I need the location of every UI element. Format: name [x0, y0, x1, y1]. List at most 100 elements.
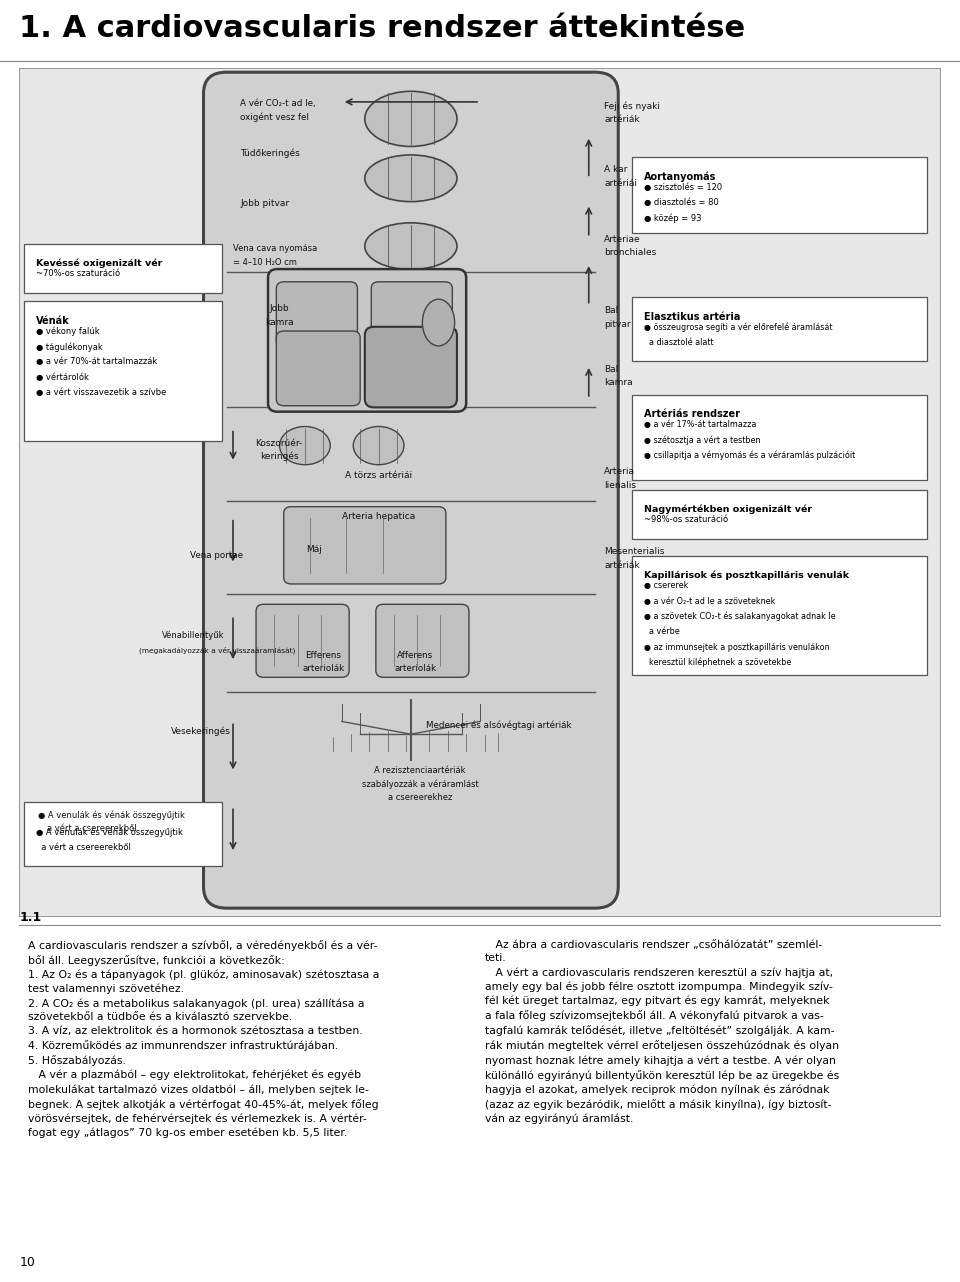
Text: ● vértárolók: ● vértárolók [36, 373, 88, 382]
Text: a csereerekhez: a csereerekhez [388, 794, 452, 803]
Text: artériái: artériái [605, 179, 637, 188]
FancyBboxPatch shape [276, 282, 357, 347]
Text: A törzs artériái: A törzs artériái [345, 470, 412, 479]
Text: Arteriae: Arteriae [605, 235, 641, 244]
Text: ● diasztolés = 80: ● diasztolés = 80 [644, 197, 719, 206]
Text: Medencei és alsóvégtagi artériák: Medencei és alsóvégtagi artériák [425, 720, 571, 731]
Text: a diasztolé alatt: a diasztolé alatt [644, 338, 713, 347]
Text: ● összeugrosa segíti a vér előrefelé áramlását: ● összeugrosa segíti a vér előrefelé ára… [644, 323, 832, 332]
Text: Aortanyomás: Aortanyomás [644, 172, 716, 182]
Text: a vérbe: a vérbe [644, 627, 680, 636]
Text: kamra: kamra [265, 318, 294, 327]
Text: Máj: Máj [306, 546, 322, 555]
Text: ● a vér O₂-t ad le a szöveteknek: ● a vér O₂-t ad le a szöveteknek [644, 596, 776, 605]
FancyBboxPatch shape [632, 158, 927, 233]
Text: A cardiovascularis rendszer a szívből, a véredényekből és a vér-
ből áll. Leegys: A cardiovascularis rendszer a szívből, a… [29, 940, 380, 1138]
Text: Elasztikus artéria: Elasztikus artéria [644, 312, 740, 322]
Text: Mesenterialis: Mesenterialis [605, 547, 664, 556]
Text: ● a vért visszavezetik a szívbe: ● a vért visszavezetik a szívbe [36, 388, 166, 397]
FancyBboxPatch shape [372, 282, 452, 347]
Text: kamra: kamra [605, 378, 633, 387]
Text: artériák: artériák [605, 115, 640, 124]
Text: ● az immunsejtek a posztkapilláris venulákon: ● az immunsejtek a posztkapilláris venul… [644, 642, 829, 651]
Text: Afferens: Afferens [397, 651, 434, 660]
Text: szabályozzák a véráramlást: szabályozzák a véráramlást [362, 779, 478, 788]
Text: Arteria hepatica: Arteria hepatica [342, 513, 416, 522]
Text: 1.1: 1.1 [19, 912, 41, 924]
Text: ● a vér 70%-át tartalmazzák: ● a vér 70%-át tartalmazzák [36, 358, 157, 367]
FancyBboxPatch shape [632, 556, 927, 674]
Text: Vena cava nyomása: Vena cava nyomása [233, 244, 317, 254]
Text: ● közép = 93: ● közép = 93 [644, 213, 702, 223]
Text: Efferens: Efferens [305, 651, 342, 660]
Ellipse shape [422, 299, 455, 346]
Text: Bal: Bal [605, 364, 618, 374]
Ellipse shape [365, 91, 457, 146]
FancyBboxPatch shape [365, 327, 457, 408]
Ellipse shape [365, 155, 457, 201]
Text: lienalis: lienalis [605, 481, 636, 490]
Text: ● csererek: ● csererek [644, 582, 688, 591]
FancyBboxPatch shape [376, 604, 468, 677]
Text: bronchiales: bronchiales [605, 249, 657, 258]
Text: Jobb pitvar: Jobb pitvar [240, 199, 290, 208]
FancyBboxPatch shape [632, 395, 927, 479]
Text: ~98%-os szaturáció: ~98%-os szaturáció [644, 515, 729, 524]
Text: arteriolák: arteriolák [395, 664, 437, 673]
Text: arteriolák: arteriolák [302, 664, 345, 673]
Text: ● a vér 17%-át tartalmazza: ● a vér 17%-át tartalmazza [644, 420, 756, 429]
Text: Vénák: Vénák [36, 315, 69, 326]
Text: (megakadályozzák a vér visszaáramlását): (megakadályozzák a vér visszaáramlását) [139, 646, 296, 654]
FancyBboxPatch shape [19, 68, 941, 917]
Text: a vért a csereerekből: a vért a csereerekből [47, 824, 136, 833]
Text: ● szisztolés = 120: ● szisztolés = 120 [644, 182, 722, 191]
Ellipse shape [353, 427, 404, 464]
FancyBboxPatch shape [276, 331, 360, 405]
Ellipse shape [365, 223, 457, 269]
Text: pitvar: pitvar [605, 319, 631, 328]
Text: Vesekeringés: Vesekeringés [171, 727, 231, 736]
Text: artériák: artériák [605, 560, 640, 569]
Text: ● vékony falúk: ● vékony falúk [36, 327, 100, 336]
FancyBboxPatch shape [24, 301, 222, 441]
FancyBboxPatch shape [256, 604, 349, 677]
Text: Feji és nyaki: Feji és nyaki [605, 101, 660, 110]
Text: Tüdőkeringés: Tüdőkeringés [240, 147, 300, 158]
FancyBboxPatch shape [24, 244, 222, 292]
Text: Koszorúér-: Koszorúér- [255, 438, 302, 447]
Text: ● tágulékonyak: ● tágulékonyak [36, 342, 103, 351]
Text: 10: 10 [19, 1255, 36, 1269]
Text: ● A venulák és vénák összegyűjtik: ● A venulák és vénák összegyűjtik [37, 810, 184, 819]
Ellipse shape [279, 427, 330, 464]
FancyBboxPatch shape [632, 490, 927, 538]
Text: ● szétosztja a vért a testben: ● szétosztja a vért a testben [644, 436, 760, 445]
Text: keringés: keringés [260, 451, 299, 462]
Text: Arteria: Arteria [605, 468, 636, 477]
Text: = 4–10 H₂O cm: = 4–10 H₂O cm [233, 258, 297, 267]
Text: Bal: Bal [605, 306, 618, 315]
Text: A kar: A kar [605, 165, 628, 174]
Text: keresztül kiléphetnek a szövetekbe: keresztül kiléphetnek a szövetekbe [644, 658, 791, 668]
Text: ● a szövetek CO₂-t és salakanyagokat adnak le: ● a szövetek CO₂-t és salakanyagokat adn… [644, 612, 835, 622]
Text: a vért a csereerekből: a vért a csereerekből [36, 842, 131, 851]
Text: Kevéssé oxigenizált vér: Kevéssé oxigenizált vér [36, 258, 162, 268]
Text: Az ábra a cardiovascularis rendszer „csőhálózatát” szemlél-
teti.
   A vért a ca: Az ábra a cardiovascularis rendszer „cső… [485, 940, 839, 1124]
Text: A rezisztenciaartériák: A rezisztenciaartériák [374, 767, 466, 776]
Text: Vénabillentyűk: Vénabillentyűk [162, 631, 225, 640]
Text: Vena portae: Vena portae [190, 551, 243, 560]
Text: ~70%-os szaturáció: ~70%-os szaturáció [36, 269, 120, 278]
Text: ● csillapitja a vérnyomás és a véráramlás pulzációit: ● csillapitja a vérnyomás és a véráramlá… [644, 451, 855, 460]
Text: Artériás rendszer: Artériás rendszer [644, 409, 740, 419]
FancyBboxPatch shape [204, 72, 618, 908]
Text: 1. A cardiovascularis rendszer áttekintése: 1. A cardiovascularis rendszer áttekinté… [19, 14, 745, 44]
Text: Nagymértékben oxigenizált vér: Nagymértékben oxigenizált vér [644, 504, 812, 514]
Text: Kapillárisok és posztkapilláris venulák: Kapillárisok és posztkapilláris venulák [644, 570, 850, 579]
FancyBboxPatch shape [632, 297, 927, 360]
Text: Jobb: Jobb [269, 304, 289, 314]
Text: ● A venulák és vénák összegyűjtik: ● A venulák és vénák összegyűjtik [36, 827, 182, 837]
FancyBboxPatch shape [24, 803, 222, 865]
Text: A vér CO₂-t ad le,: A vér CO₂-t ad le, [240, 99, 316, 108]
Text: oxigént vesz fel: oxigént vesz fel [240, 113, 309, 122]
FancyBboxPatch shape [284, 506, 445, 583]
FancyBboxPatch shape [268, 269, 467, 412]
